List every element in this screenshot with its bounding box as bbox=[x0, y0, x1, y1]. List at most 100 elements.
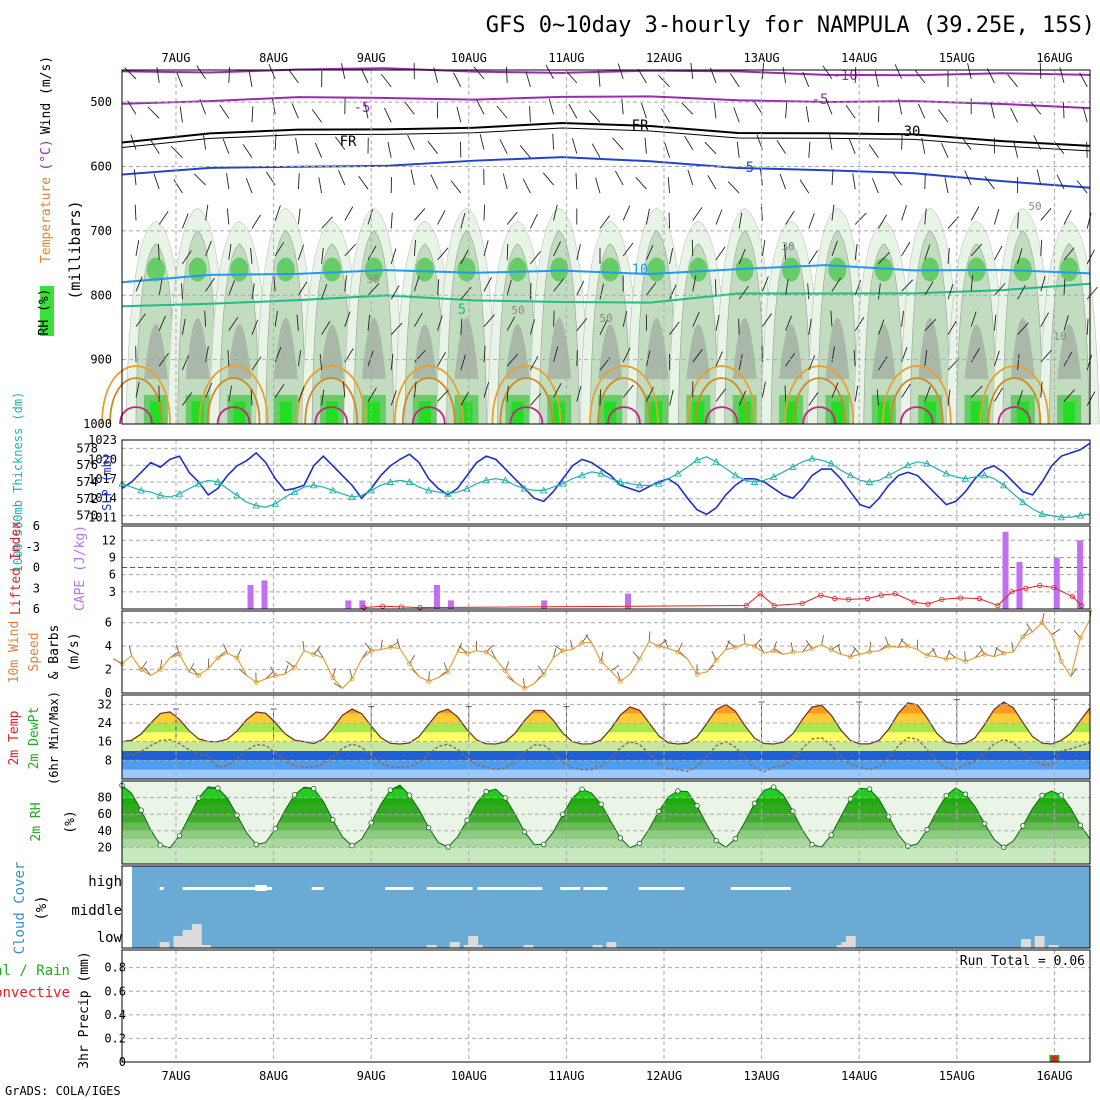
rh-contour-70 bbox=[825, 317, 850, 379]
wind-barb bbox=[785, 315, 793, 331]
wind-barb bbox=[599, 283, 605, 300]
wind-barb bbox=[338, 170, 346, 186]
wind-barb bbox=[291, 103, 299, 119]
date-label-top: 12AUG bbox=[646, 51, 682, 65]
lifted-index-line bbox=[363, 584, 1083, 609]
wind-barb bbox=[552, 133, 555, 150]
surface-wind-barb bbox=[223, 643, 228, 654]
thickness-point bbox=[405, 478, 414, 485]
thickness-point bbox=[214, 478, 222, 485]
surface-wind-barb bbox=[853, 646, 861, 655]
cloud-low-bar bbox=[1020, 939, 1031, 948]
wind-barb bbox=[367, 283, 380, 296]
wind-barb bbox=[460, 354, 466, 371]
rh-color-band bbox=[122, 839, 1090, 848]
wind-barb bbox=[692, 207, 703, 221]
rh-saturated-patch bbox=[326, 401, 339, 424]
temp-color-band bbox=[122, 732, 1090, 742]
slp-tick-label: 1017 bbox=[88, 472, 117, 486]
wind-barb bbox=[321, 320, 331, 335]
wind-barb bbox=[367, 387, 377, 402]
thickness-point bbox=[884, 471, 893, 479]
wind-speed-point bbox=[1078, 635, 1083, 641]
wind-barb bbox=[829, 133, 833, 150]
thickness-point bbox=[961, 474, 970, 482]
wind-barb bbox=[176, 71, 183, 88]
wind-speed-point bbox=[292, 664, 297, 670]
wind-speed-point bbox=[617, 678, 623, 684]
boundary-isotherm bbox=[401, 377, 456, 425]
wind-speed-point bbox=[828, 647, 834, 653]
thickness-point bbox=[482, 476, 490, 484]
rh-contour-70 bbox=[547, 317, 572, 379]
boundary-isotherm bbox=[889, 377, 944, 425]
rh-point bbox=[751, 800, 758, 807]
wind-speed-point bbox=[656, 643, 662, 649]
contour-label: 10 bbox=[632, 262, 649, 278]
wind-barb bbox=[1040, 381, 1043, 398]
wind-barb bbox=[135, 313, 146, 327]
boundary-isotherm bbox=[792, 377, 847, 425]
surface-wind-barb bbox=[238, 668, 247, 676]
contour-label: FR bbox=[632, 118, 649, 134]
cape-tick-label: 9 bbox=[109, 550, 116, 564]
wind-barb bbox=[390, 212, 393, 229]
surface-wind-barb bbox=[1026, 623, 1033, 633]
wind-barb bbox=[825, 99, 833, 115]
wind-barb bbox=[784, 385, 787, 402]
wind-barb bbox=[414, 208, 426, 221]
rh-saturated-patch bbox=[233, 401, 246, 424]
thickness-point bbox=[597, 469, 605, 477]
rh-high-patch bbox=[828, 257, 847, 282]
wind-barb bbox=[669, 248, 674, 264]
wind-barb bbox=[622, 205, 631, 221]
wind-barb bbox=[622, 242, 634, 257]
wind-barb bbox=[599, 215, 610, 229]
cloud-high-bar bbox=[514, 887, 543, 890]
cloud-high-bar bbox=[440, 887, 473, 890]
temp-axis-label-line1: 2m Temp bbox=[7, 710, 22, 765]
wind-barb bbox=[147, 106, 160, 119]
wind-barb bbox=[831, 169, 834, 186]
wind-barb bbox=[568, 104, 578, 119]
wind-barb bbox=[483, 240, 489, 256]
cloud-frame bbox=[121, 865, 1091, 949]
wind-barb bbox=[437, 389, 449, 402]
surface-wind-barb bbox=[364, 642, 372, 652]
wind-barb bbox=[924, 350, 928, 367]
surface-wind-barb bbox=[754, 638, 762, 647]
rh-point bbox=[809, 841, 815, 848]
wind-barb bbox=[242, 144, 253, 158]
wind-barb bbox=[730, 73, 740, 88]
boundary-isotherm bbox=[314, 406, 349, 425]
wind-barb bbox=[853, 350, 856, 367]
rh-high-patch bbox=[146, 257, 165, 282]
rh-point bbox=[694, 803, 700, 809]
wind-barb bbox=[367, 350, 374, 367]
wind-barb bbox=[390, 322, 403, 335]
rh-saturated-patch bbox=[970, 401, 983, 424]
wind-tick-label: 2 bbox=[105, 663, 112, 677]
rh-high-patch bbox=[188, 257, 207, 282]
rh-saturated-patch bbox=[511, 401, 524, 424]
wind-barb bbox=[621, 98, 624, 115]
wind-barb bbox=[1079, 72, 1088, 88]
thickness-point bbox=[750, 478, 759, 485]
boundary-isotherm bbox=[296, 365, 367, 425]
wind-barb bbox=[669, 284, 677, 300]
wind-barb bbox=[1086, 391, 1096, 406]
contour-label: 50 bbox=[1028, 200, 1041, 213]
wind-barb bbox=[994, 283, 1006, 296]
surface-wind-barb bbox=[538, 665, 545, 675]
rh-point bbox=[541, 841, 547, 848]
cloud-low-bar bbox=[472, 945, 483, 948]
cloud-low-bar bbox=[191, 924, 202, 948]
rh-tick-label: 20 bbox=[98, 840, 112, 854]
rh-color-band bbox=[122, 847, 1090, 864]
cloud-low-bar bbox=[173, 936, 184, 948]
rh-point bbox=[617, 835, 624, 841]
lifted-index-point bbox=[1009, 589, 1015, 595]
contour-label: 30 bbox=[781, 240, 794, 253]
wind-barb bbox=[761, 276, 769, 292]
cloud-high-bar bbox=[159, 887, 164, 890]
